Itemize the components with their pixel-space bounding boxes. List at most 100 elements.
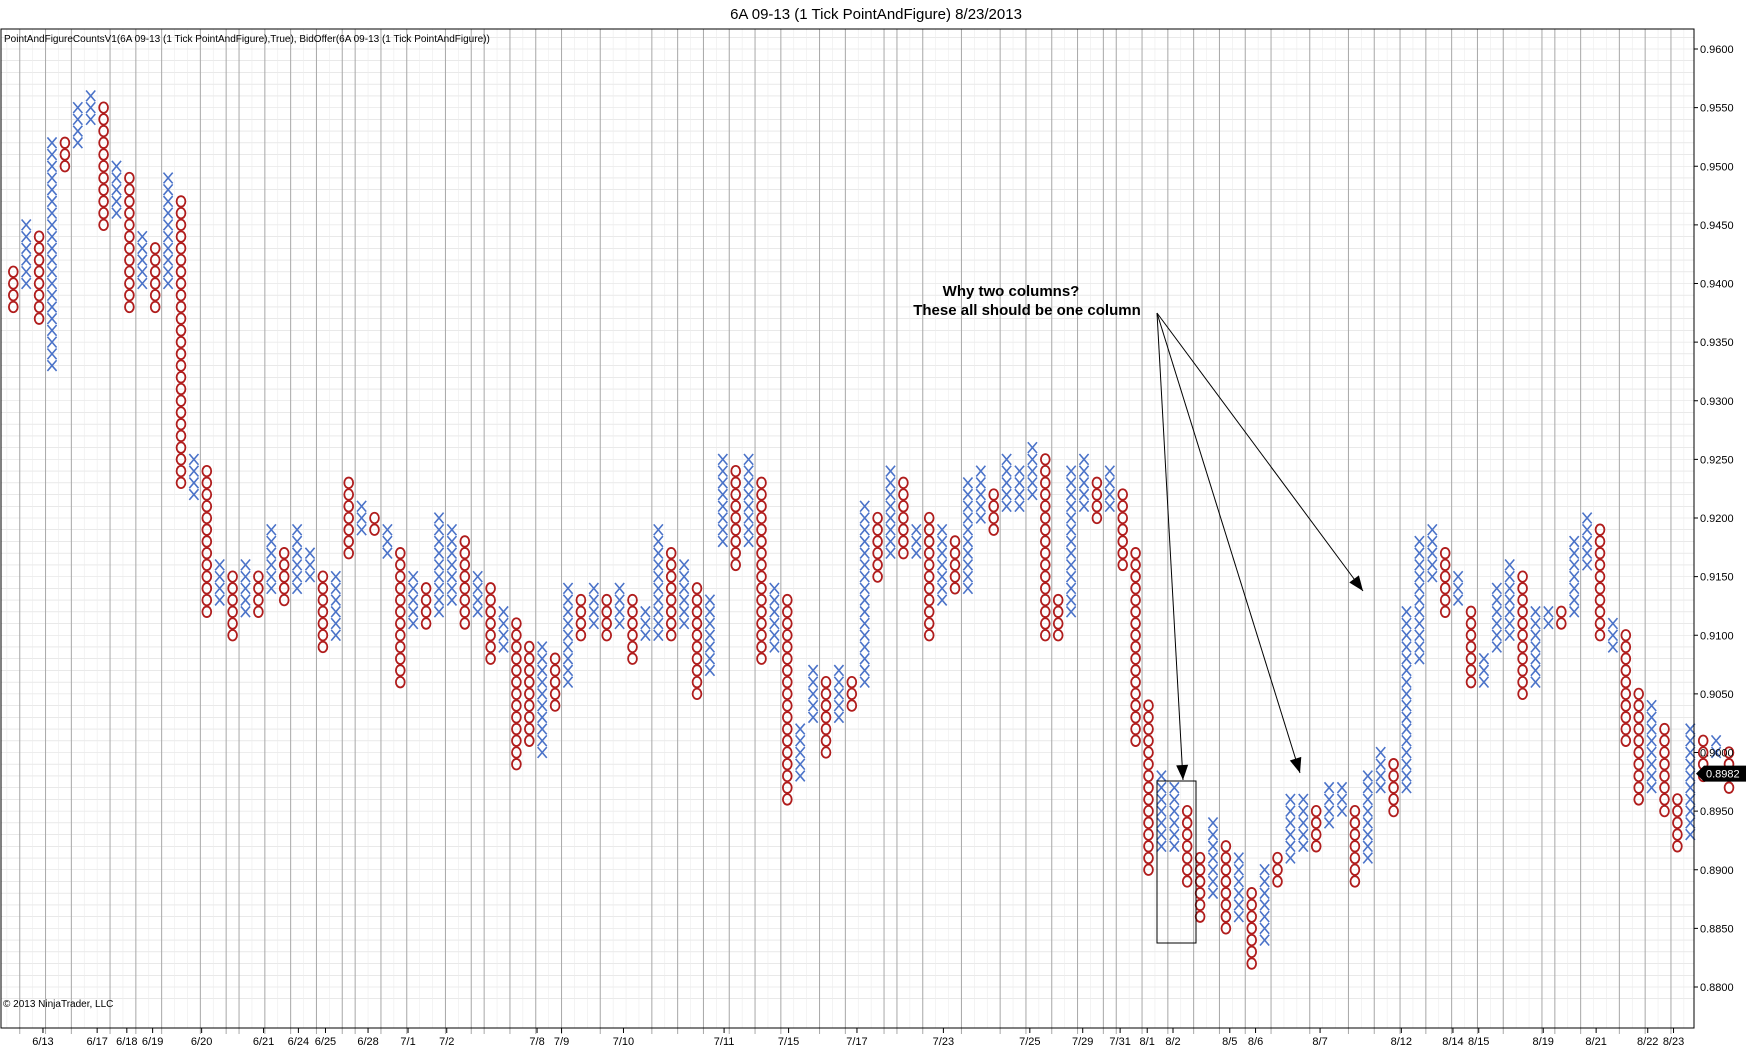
- x-mark: [85, 113, 96, 126]
- x-mark: [562, 605, 574, 618]
- o-mark: [1465, 640, 1477, 654]
- x-mark: [1646, 723, 1657, 735]
- o-mark: [1040, 511, 1051, 525]
- o-mark: [1620, 711, 1632, 724]
- x-mark: [1014, 465, 1025, 477]
- o-mark: [1310, 816, 1322, 830]
- o-mark: [1659, 758, 1670, 771]
- x-mark: [769, 594, 780, 606]
- x-mark: [1336, 781, 1348, 794]
- x-mark: [962, 582, 974, 595]
- o-mark: [781, 664, 793, 677]
- o-mark: [1143, 699, 1154, 712]
- x-mark: [188, 453, 200, 466]
- o-mark: [33, 253, 45, 267]
- x-mark: [1568, 535, 1580, 548]
- x-mark: [653, 535, 664, 548]
- o-mark: [1388, 758, 1399, 771]
- x-tick-label: 6/21: [253, 1036, 274, 1048]
- o-mark: [1349, 851, 1361, 865]
- o-mark: [1659, 804, 1670, 818]
- o-mark: [175, 394, 187, 407]
- y-tick-label: 0.9400: [1700, 279, 1734, 291]
- o-mark: [1052, 629, 1064, 642]
- o-mark: [98, 171, 109, 185]
- o-mark: [278, 582, 290, 595]
- x-mark: [46, 277, 58, 290]
- o-mark: [1659, 781, 1670, 794]
- x-mark: [536, 699, 548, 712]
- o-mark: [201, 535, 213, 548]
- o-mark: [1130, 593, 1141, 607]
- x-mark: [936, 559, 948, 571]
- o-mark: [124, 230, 135, 243]
- o-mark: [1633, 769, 1644, 783]
- o-mark: [988, 500, 999, 513]
- x-mark: [162, 207, 174, 220]
- x-mark: [72, 113, 84, 126]
- x-mark: [975, 476, 987, 489]
- o-mark: [1517, 605, 1528, 618]
- x-mark: [1685, 734, 1696, 747]
- o-mark: [1246, 887, 1257, 900]
- o-mark: [627, 629, 638, 642]
- x-mark: [46, 160, 58, 173]
- x-mark: [1362, 781, 1374, 794]
- x-mark: [1065, 476, 1077, 489]
- o-mark: [1040, 629, 1051, 642]
- x-mark: [1156, 828, 1167, 841]
- plot-frame: [0, 28, 1695, 1029]
- o-mark: [253, 593, 264, 607]
- x-tick-label: 6/20: [191, 1036, 212, 1048]
- annotation-arrow: [1156, 312, 1184, 781]
- annotation: Why two columns? These all should be one…: [913, 283, 1364, 944]
- o-mark: [575, 629, 587, 642]
- x-mark: [936, 547, 948, 560]
- x-mark: [1568, 605, 1580, 618]
- x-mark: [1685, 746, 1696, 759]
- x-mark: [536, 723, 548, 735]
- o-mark: [1594, 558, 1606, 572]
- o-mark: [1439, 605, 1451, 618]
- o-mark: [730, 476, 741, 489]
- x-tick-label: 7/9: [554, 1036, 569, 1048]
- o-mark: [781, 781, 793, 794]
- marks-layer: [7, 90, 1735, 970]
- o-mark: [394, 664, 406, 677]
- x-tick-label: 8/23: [1663, 1036, 1684, 1048]
- x-mark: [46, 230, 58, 243]
- x-mark: [446, 594, 458, 606]
- x-mark: [717, 523, 729, 536]
- o-mark: [1620, 652, 1632, 665]
- o-mark: [1246, 933, 1257, 947]
- o-mark: [175, 382, 187, 396]
- x-tick-label: 7/10: [613, 1036, 634, 1048]
- x-mark: [859, 605, 870, 618]
- x-mark: [1207, 828, 1219, 841]
- o-mark: [1130, 605, 1141, 618]
- o-mark: [1220, 863, 1232, 876]
- o-mark: [124, 265, 135, 278]
- o-mark: [627, 593, 638, 607]
- x-mark: [1001, 453, 1012, 466]
- x-mark: [588, 617, 600, 630]
- x-mark: [1646, 758, 1657, 771]
- x-mark: [704, 629, 716, 642]
- annotation-arrowhead: [1349, 575, 1363, 591]
- x-mark: [1504, 617, 1515, 630]
- o-mark: [756, 523, 767, 536]
- x-mark: [1298, 805, 1309, 818]
- o-mark: [394, 617, 406, 630]
- o-mark: [278, 570, 290, 583]
- x-mark: [769, 582, 780, 595]
- o-mark: [923, 547, 935, 560]
- x-mark: [1607, 641, 1619, 653]
- x-mark: [46, 265, 58, 278]
- o-mark: [201, 500, 213, 513]
- x-mark: [407, 617, 419, 630]
- x-mark: [1414, 652, 1425, 665]
- o-mark: [124, 171, 135, 185]
- x-mark: [859, 582, 870, 595]
- x-mark: [536, 664, 548, 677]
- x-mark: [46, 289, 58, 302]
